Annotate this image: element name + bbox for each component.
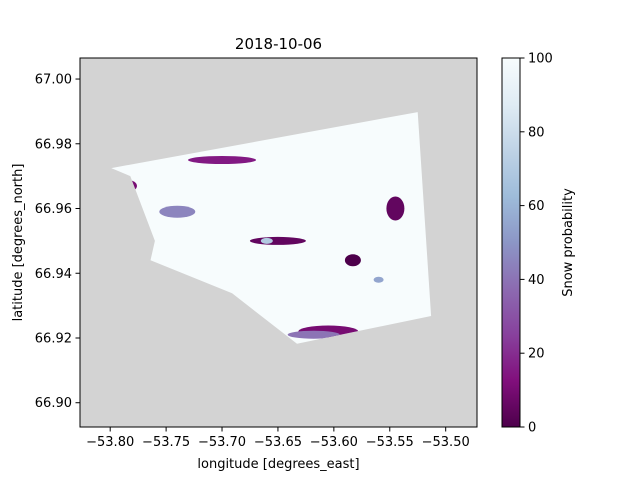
colorbar-tick-label: 0 [528, 421, 536, 436]
colorbar-tick-label: 60 [528, 199, 545, 214]
y-tick-label: 66.94 [35, 267, 72, 282]
x-axis-label: longitude [degrees_east] [197, 457, 359, 472]
plot-frame [79, 57, 478, 428]
patch-central-blue [260, 237, 273, 244]
patch-eastern-ridge [386, 196, 405, 221]
patch-western-purple [159, 205, 196, 218]
patch-eastern-lavender [373, 276, 384, 283]
x-tick-label: −53.70 [198, 435, 246, 450]
chart-title: 2018-10-06 [235, 35, 322, 53]
x-tick-label: −53.50 [422, 435, 470, 450]
colorbar-axis: 0 20 40 60 80 100 [520, 52, 553, 436]
y-axis-label: latitude [degrees_north] [11, 164, 26, 322]
x-tick-label: −53.65 [254, 435, 302, 450]
patch-mid-channel [249, 236, 306, 245]
colorbar-tick-label: 40 [528, 273, 545, 288]
colorbar-tick-label: 100 [528, 52, 553, 67]
x-tick-label: −53.55 [366, 435, 414, 450]
colorbar-tick-label: 20 [528, 347, 545, 362]
y-tick-label: 66.96 [35, 202, 72, 217]
y-axis: 66.90 66.92 66.94 66.96 66.98 67.00 [35, 73, 80, 411]
colorbar-label: Snow probability [561, 188, 576, 297]
patch-southern-purple [287, 330, 340, 339]
valid-data-region [111, 112, 432, 344]
y-tick-label: 66.90 [35, 396, 72, 411]
x-tick-label: −53.75 [142, 435, 190, 450]
y-tick-label: 66.92 [35, 331, 72, 346]
patch-central-lake [344, 254, 361, 267]
patch-northern-shore [188, 156, 256, 164]
colorbar [501, 57, 521, 428]
x-axis: −53.80 −53.75 −53.70 −53.65 −53.60 −53.55 −53.… [86, 427, 470, 450]
y-tick-label: 66.98 [35, 137, 72, 152]
colorbar-tick-label: 80 [528, 125, 545, 140]
y-tick-label: 67.00 [35, 73, 72, 88]
x-tick-label: −53.60 [310, 435, 358, 450]
x-tick-label: −53.80 [86, 435, 134, 450]
